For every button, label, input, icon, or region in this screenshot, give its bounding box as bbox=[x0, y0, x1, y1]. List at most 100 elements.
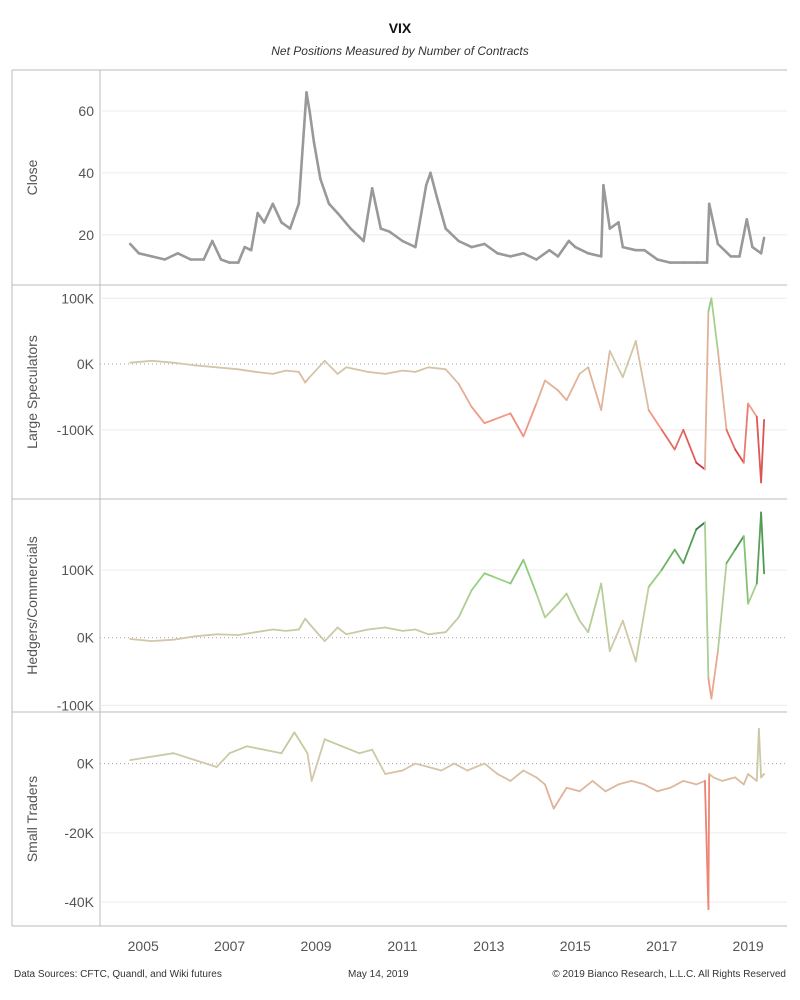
y-tick-label: 0K bbox=[77, 756, 95, 772]
series-segment bbox=[194, 364, 218, 369]
series-segment bbox=[725, 428, 737, 451]
series-segment bbox=[604, 783, 620, 793]
series-segment bbox=[522, 769, 538, 779]
series-segment bbox=[308, 109, 316, 144]
series-segment bbox=[379, 227, 391, 233]
series-segment bbox=[401, 369, 417, 373]
y-tick-label: -100K bbox=[57, 422, 95, 438]
series-segment bbox=[249, 211, 260, 252]
y-tick-label: 100K bbox=[61, 290, 94, 306]
series-segment bbox=[535, 776, 546, 786]
series-segment bbox=[263, 748, 283, 755]
series-segment bbox=[755, 415, 762, 484]
series-segment bbox=[707, 773, 711, 910]
series-segment bbox=[202, 239, 214, 261]
series-segment bbox=[308, 359, 326, 379]
series-segment bbox=[608, 349, 624, 379]
series-segment bbox=[129, 638, 153, 642]
series-segment bbox=[245, 745, 266, 751]
series-segment bbox=[557, 592, 568, 605]
series-segment bbox=[707, 677, 713, 700]
series-segment bbox=[172, 635, 197, 641]
series-segment bbox=[444, 368, 460, 385]
series-segment bbox=[704, 310, 710, 471]
series-segment bbox=[150, 255, 167, 261]
panel-large-speculators: -100K 0K 100K Large Speculators bbox=[12, 284, 787, 484]
series-segment bbox=[755, 511, 762, 585]
series-segment bbox=[129, 755, 153, 761]
series-segment bbox=[176, 252, 192, 261]
series-segment bbox=[509, 412, 525, 438]
series-segment bbox=[414, 628, 430, 636]
series-segment bbox=[496, 773, 512, 782]
series-segment bbox=[705, 202, 711, 264]
series-segment bbox=[288, 202, 301, 230]
series-segment bbox=[535, 592, 546, 619]
x-tick-label: 2019 bbox=[733, 938, 764, 954]
series-segment bbox=[254, 628, 274, 634]
footer-sources: Data Sources: CFTC, Quandl, and Wiki fut… bbox=[14, 969, 222, 980]
series-segment bbox=[358, 748, 374, 755]
series-segment bbox=[215, 752, 231, 768]
series-segment bbox=[470, 405, 486, 425]
series-segment bbox=[535, 379, 546, 405]
series-segment bbox=[578, 780, 594, 793]
series-segment bbox=[695, 780, 706, 786]
series-segment bbox=[194, 759, 218, 768]
series-segment bbox=[621, 245, 638, 252]
x-tick-label: 2017 bbox=[646, 938, 677, 954]
series-segment bbox=[312, 140, 322, 181]
series-segment bbox=[304, 617, 311, 625]
series-segment bbox=[712, 776, 724, 782]
series-segment bbox=[565, 786, 581, 793]
series-segment bbox=[600, 582, 611, 653]
series-segment bbox=[742, 402, 749, 464]
series-segment bbox=[634, 586, 650, 663]
series-segment bbox=[522, 402, 538, 438]
series-segment bbox=[717, 349, 728, 431]
series-segment bbox=[544, 602, 559, 619]
series-segment bbox=[384, 626, 404, 632]
y-axis-label: Small Traders bbox=[24, 776, 40, 862]
series-segment bbox=[370, 187, 383, 230]
series-segment bbox=[647, 569, 663, 588]
series-segment bbox=[673, 548, 685, 565]
series-segment bbox=[758, 728, 762, 779]
series-segment bbox=[760, 418, 765, 484]
series-segment bbox=[647, 409, 663, 431]
x-tick-label: 2013 bbox=[473, 938, 504, 954]
series-segment bbox=[483, 242, 499, 255]
series-segment bbox=[327, 202, 339, 215]
series-segment bbox=[522, 252, 538, 261]
series-segment bbox=[599, 183, 605, 258]
series-segment bbox=[591, 780, 607, 793]
series-segment bbox=[271, 369, 287, 375]
series-segment bbox=[734, 448, 745, 464]
panel-hedgers-commercials: -100K 0K 100K Hedgers/Commercials bbox=[12, 498, 787, 713]
series-segment bbox=[704, 521, 710, 680]
series-segment bbox=[760, 511, 765, 575]
x-tick-label: 2005 bbox=[128, 938, 159, 954]
series-segment bbox=[548, 248, 560, 258]
series-segment bbox=[522, 558, 538, 595]
series-segment bbox=[384, 769, 404, 775]
series-segment bbox=[759, 236, 766, 255]
series-segment bbox=[509, 558, 525, 585]
series-segment bbox=[280, 731, 296, 755]
series-segment bbox=[457, 589, 473, 619]
series-segment bbox=[747, 402, 758, 418]
series-segment bbox=[323, 626, 339, 642]
series-segment bbox=[669, 780, 685, 789]
series-segment bbox=[483, 418, 495, 425]
series-segment bbox=[362, 187, 374, 243]
y-tick-label: -20K bbox=[64, 825, 94, 841]
series-segment bbox=[384, 369, 404, 375]
series-segment bbox=[297, 617, 307, 631]
series-segment bbox=[137, 252, 154, 258]
series-segment bbox=[587, 582, 603, 634]
series-segment bbox=[483, 572, 495, 578]
series-segment bbox=[565, 372, 581, 402]
series-segment bbox=[371, 748, 387, 775]
panel-close: 20 40 60 Close bbox=[12, 69, 787, 264]
series-segment bbox=[150, 359, 175, 364]
